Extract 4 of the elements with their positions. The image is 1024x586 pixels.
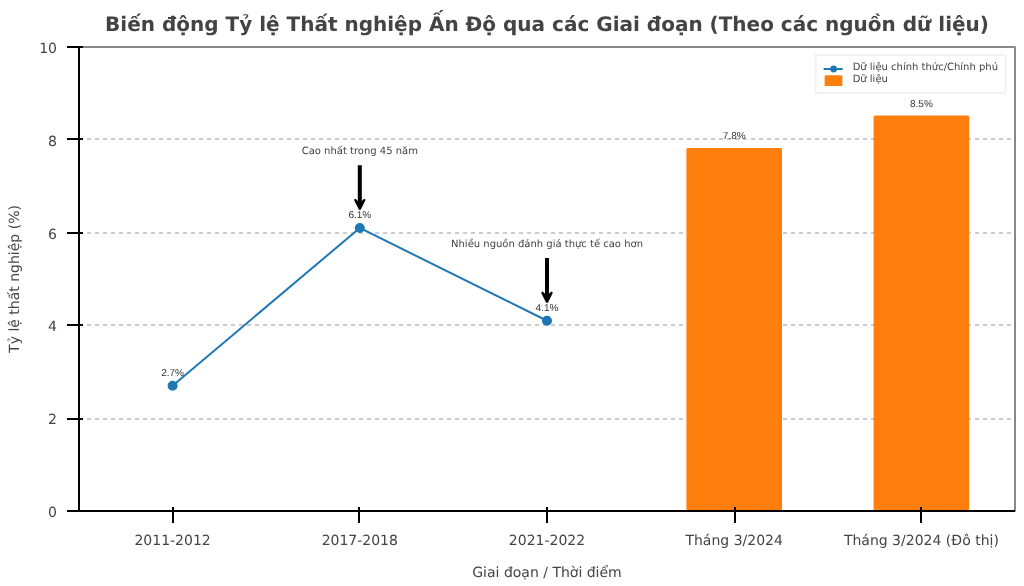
point <box>354 222 365 233</box>
chart-title: Biến động Tỷ lệ Thất nghiệp Ấn Độ qua các Giai đoạn (Theo các nguồn dữ liệu) <box>105 9 989 37</box>
point <box>542 315 552 326</box>
point <box>167 380 178 391</box>
